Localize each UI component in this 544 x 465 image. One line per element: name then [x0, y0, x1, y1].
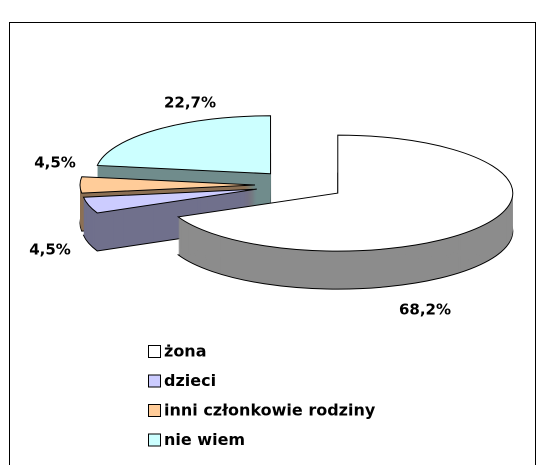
slice-top — [96, 115, 272, 175]
legend-swatch — [148, 345, 161, 358]
data-label: 22,7% — [164, 94, 216, 112]
slice — [82, 188, 257, 252]
data-label: 4,5% — [34, 154, 76, 172]
legend-swatch — [148, 404, 161, 417]
slice — [176, 134, 514, 290]
legend-label: żona — [164, 342, 207, 361]
data-label: 68,2% — [399, 301, 451, 319]
data-label: 4,5% — [29, 241, 71, 259]
legend-label: inni członkowie rodziny — [164, 401, 376, 420]
legend-swatch — [148, 374, 161, 388]
chart-border — [9, 22, 536, 465]
slice-top — [82, 188, 257, 214]
legend-label: nie wiem — [164, 430, 245, 449]
slice-top — [79, 176, 256, 194]
slice-top — [176, 134, 514, 252]
legend-label: dzieci — [164, 371, 216, 390]
legend-swatch — [148, 433, 161, 447]
